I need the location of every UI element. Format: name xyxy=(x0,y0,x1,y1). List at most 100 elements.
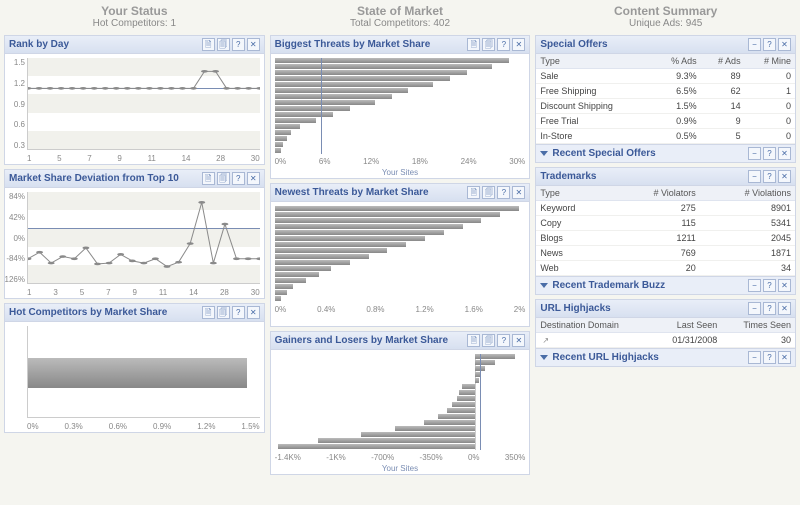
tick: -350% xyxy=(420,453,443,462)
tick: 84% xyxy=(9,192,25,201)
tick: 11 xyxy=(159,288,167,297)
close-icon[interactable]: ✕ xyxy=(247,38,260,51)
doc-icon[interactable]: 🗎 xyxy=(467,334,480,347)
col-header[interactable]: # Violations xyxy=(700,186,795,201)
col-header[interactable]: Type xyxy=(536,186,611,201)
tick: 0% xyxy=(275,305,287,314)
close-icon[interactable]: ✕ xyxy=(512,334,525,347)
table-row[interactable]: 01/31/200830 xyxy=(536,333,795,348)
tick: 0.6% xyxy=(109,422,127,431)
close-icon[interactable]: ✕ xyxy=(778,302,791,315)
table-row[interactable]: News7691871 xyxy=(536,246,795,261)
panel-msdev-title: Market Share Deviation from Top 10 xyxy=(9,173,200,184)
collapse-icon[interactable]: − xyxy=(748,302,761,315)
doc-icon[interactable]: 🗎 xyxy=(202,172,215,185)
table-row[interactable]: Web2034 xyxy=(536,261,795,276)
table-row[interactable]: Discount Shipping1.5%140 xyxy=(536,99,795,114)
panel-tm-footer[interactable]: Recent Trademark Buzz − ? ✕ xyxy=(535,277,796,295)
tick: 9 xyxy=(117,154,121,163)
help-icon[interactable]: ? xyxy=(232,172,245,185)
doc-icon[interactable]: 🗎 xyxy=(467,186,480,199)
close-icon[interactable]: ✕ xyxy=(512,38,525,51)
table-row[interactable]: Copy1155341 xyxy=(536,216,795,231)
help-icon[interactable]: ? xyxy=(763,38,776,51)
close-icon[interactable]: ✕ xyxy=(247,172,260,185)
tick: 0.3 xyxy=(14,141,25,150)
panel-tm-hdr: Trademarks − ? ✕ xyxy=(536,168,795,186)
close-icon[interactable]: ✕ xyxy=(512,186,525,199)
help-icon[interactable]: ? xyxy=(497,38,510,51)
copy-icon[interactable]: 🗐 xyxy=(217,38,230,51)
collapse-icon[interactable]: − xyxy=(748,170,761,183)
help-icon[interactable]: ? xyxy=(763,279,776,292)
panel-uh-hdr: URL Highjacks − ? ✕ xyxy=(536,300,795,318)
collapse-icon[interactable]: − xyxy=(748,147,761,160)
table-row[interactable]: Free Trial0.9%90 xyxy=(536,114,795,129)
col-status-sub: Hot Competitors: 1 xyxy=(4,18,265,29)
close-icon[interactable]: ✕ xyxy=(778,279,791,292)
col-header[interactable]: Destination Domain xyxy=(536,318,651,333)
table-row[interactable]: In-Store0.5%50 xyxy=(536,129,795,144)
table-row[interactable]: Keyword2758901 xyxy=(536,201,795,216)
collapse-icon[interactable]: − xyxy=(748,279,761,292)
tick: 0% xyxy=(27,422,39,431)
collapse-icon[interactable]: − xyxy=(748,38,761,51)
close-icon[interactable]: ✕ xyxy=(778,147,791,160)
col-header[interactable]: # Mine xyxy=(745,54,795,69)
col-market-sub: Total Competitors: 402 xyxy=(270,18,531,29)
tick: 2% xyxy=(514,305,526,314)
help-icon[interactable]: ? xyxy=(763,147,776,160)
panel-so-footer[interactable]: Recent Special Offers − ? ✕ xyxy=(535,145,796,163)
table-row[interactable]: Free Shipping6.5%621 xyxy=(536,84,795,99)
table-row[interactable]: Blogs12112045 xyxy=(536,231,795,246)
chevron-down-icon xyxy=(540,283,548,288)
table-row[interactable]: Sale9.3%890 xyxy=(536,69,795,84)
tick: 1.2 xyxy=(14,79,25,88)
copy-icon[interactable]: 🗐 xyxy=(482,334,495,347)
panel-hot-hdr: Hot Competitors by Market Share 🗎 🗐 ? ✕ xyxy=(5,304,264,322)
close-icon[interactable]: ✕ xyxy=(778,351,791,364)
tick: 28 xyxy=(216,154,225,163)
copy-icon[interactable]: 🗐 xyxy=(217,306,230,319)
panel-biggest-threats: Biggest Threats by Market Share 🗎 🗐 ? ✕ … xyxy=(270,35,531,179)
tick: 30 xyxy=(251,288,260,297)
tick: 9 xyxy=(133,288,137,297)
col-content-sub: Unique Ads: 945 xyxy=(535,18,796,29)
tick: 5 xyxy=(57,154,61,163)
panel-hot-competitors: Hot Competitors by Market Share 🗎 🗐 ? ✕ … xyxy=(4,303,265,433)
col-header[interactable]: Times Seen xyxy=(721,318,795,333)
col-header[interactable]: # Ads xyxy=(701,54,745,69)
help-icon[interactable]: ? xyxy=(763,351,776,364)
tick: 1 xyxy=(27,288,31,297)
help-icon[interactable]: ? xyxy=(232,38,245,51)
tick: 0.3% xyxy=(65,422,83,431)
copy-icon[interactable]: 🗐 xyxy=(217,172,230,185)
col-header[interactable]: # Violators xyxy=(612,186,700,201)
copy-icon[interactable]: 🗐 xyxy=(482,186,495,199)
doc-icon[interactable]: 🗎 xyxy=(467,38,480,51)
tm-footer-title: Recent Trademark Buzz xyxy=(552,280,746,291)
col-header[interactable]: % Ads xyxy=(652,54,700,69)
doc-icon[interactable]: 🗎 xyxy=(202,38,215,51)
help-icon[interactable]: ? xyxy=(497,334,510,347)
tick: 0.6 xyxy=(14,120,25,129)
close-icon[interactable]: ✕ xyxy=(778,170,791,183)
close-icon[interactable]: ✕ xyxy=(778,38,791,51)
tick: 1 xyxy=(27,154,31,163)
copy-icon[interactable]: 🗐 xyxy=(482,38,495,51)
doc-icon[interactable]: 🗎 xyxy=(202,306,215,319)
close-icon[interactable]: ✕ xyxy=(247,306,260,319)
panel-uh-footer[interactable]: Recent URL Highjacks − ? ✕ xyxy=(535,349,796,367)
help-icon[interactable]: ? xyxy=(497,186,510,199)
panel-big-title: Biggest Threats by Market Share xyxy=(275,39,466,50)
collapse-icon[interactable]: − xyxy=(748,351,761,364)
col-header[interactable]: Last Seen xyxy=(651,318,721,333)
col-header[interactable]: Type xyxy=(536,54,652,69)
panel-so-title: Special Offers xyxy=(540,39,746,50)
help-icon[interactable]: ? xyxy=(763,302,776,315)
panel-uh-title: URL Highjacks xyxy=(540,303,746,314)
help-icon[interactable]: ? xyxy=(232,306,245,319)
tick: 18% xyxy=(412,157,428,166)
big-xsub: Your Sites xyxy=(271,168,530,177)
help-icon[interactable]: ? xyxy=(763,170,776,183)
